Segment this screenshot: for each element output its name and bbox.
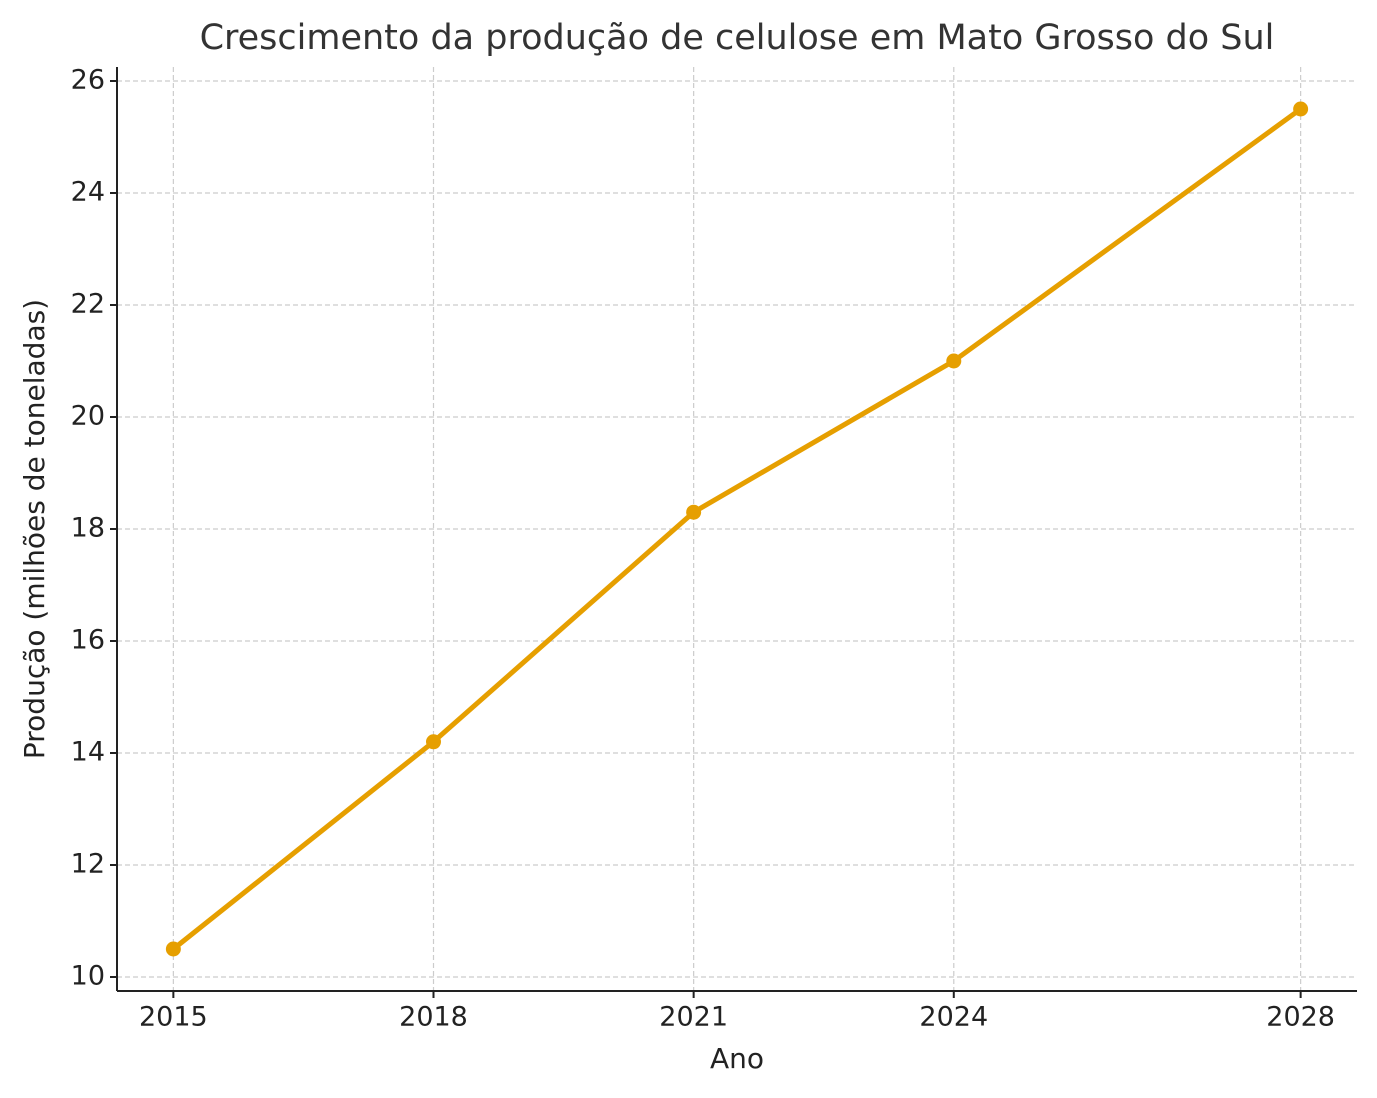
x-tick-label: 2018 — [399, 1002, 468, 1033]
x-axis-label: Ano — [710, 1042, 764, 1075]
x-tick-label: 2021 — [659, 1002, 728, 1033]
y-axis-label: Produção (milhões de toneladas) — [18, 299, 51, 759]
y-tick-label: 20 — [71, 401, 105, 432]
y-tick-label: 24 — [71, 177, 105, 208]
x-tick-label: 2028 — [1266, 1002, 1335, 1033]
data-point — [426, 734, 442, 750]
data-point — [1293, 101, 1309, 117]
chart-title: Crescimento da produção de celulose em M… — [200, 18, 1275, 58]
x-tick-label: 2024 — [919, 1002, 988, 1033]
y-tick-label: 10 — [71, 961, 105, 992]
x-tick-label: 2015 — [139, 1002, 208, 1033]
data-point — [946, 353, 962, 369]
y-tick-label: 26 — [71, 65, 105, 96]
data-point — [165, 941, 181, 957]
y-tick-label: 12 — [71, 849, 105, 880]
y-tick-label: 18 — [71, 513, 105, 544]
y-tick-label: 16 — [71, 625, 105, 656]
y-tick-label: 14 — [71, 737, 105, 768]
y-tick-label: 22 — [71, 289, 105, 320]
data-point — [686, 504, 702, 520]
